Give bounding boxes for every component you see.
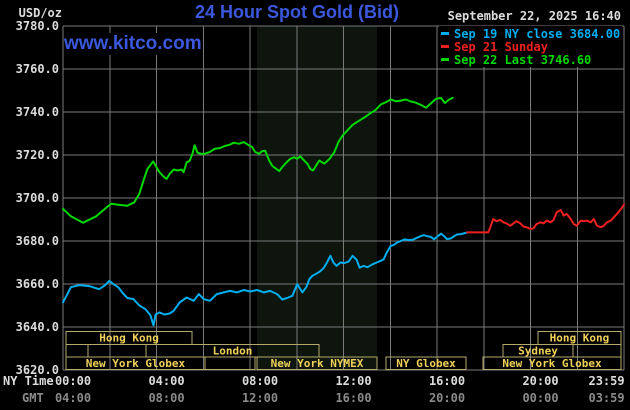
session-box [65, 344, 89, 358]
x-tick-label-ny: 12:00 [335, 374, 371, 388]
price-line-sep19 [62, 231, 469, 327]
x-tick-label-ny: 04:00 [148, 374, 184, 388]
x-tick-label-gmt: 08:00 [148, 391, 184, 405]
legend: Sep 19 NY close 3684.00 Sep 21 Sunday Se… [439, 26, 623, 67]
session-label: Hong Kong [99, 332, 159, 345]
session-label: New York Globex [502, 357, 602, 370]
x-tick-label-gmt: 03:59 [588, 391, 624, 405]
y-tick-label: 3780.0 [16, 19, 59, 33]
y-tick-label: 3760.0 [16, 62, 59, 76]
price-line-sep21 [466, 203, 625, 234]
x-tick-label-gmt: 04:00 [55, 391, 91, 405]
session-label: New York NYMEX [271, 357, 364, 370]
x-tick-label-ny: 23:59 [588, 374, 624, 388]
page-title: 24 Hour Spot Gold (Bid) [195, 2, 399, 22]
session-label: NY Globex [396, 357, 456, 370]
y-axis-unit-label: USD/oz [18, 6, 62, 20]
y-tick-label: 3720.0 [16, 148, 59, 162]
session-box [385, 356, 467, 370]
legend-dash-icon [441, 45, 449, 48]
x-axis-nytime-label: NY Time [3, 374, 54, 388]
y-tick-label: 3700.0 [16, 191, 59, 205]
legend-label: Sep 19 NY close 3684.00 [454, 26, 621, 41]
x-tick-label-gmt: 00:00 [522, 391, 558, 405]
y-tick-label: 3620.0 [16, 363, 59, 377]
y-tick-label: 3660.0 [16, 277, 59, 291]
legend-item-sep22: Sep 22 Last 3746.60 [441, 52, 620, 67]
x-tick-label-gmt: 16:00 [335, 391, 371, 405]
session-box [256, 356, 378, 370]
x-tick-label-gmt: 12:00 [242, 391, 278, 405]
legend-dash-icon [441, 58, 449, 61]
x-tick-label-ny: 08:00 [242, 374, 278, 388]
session-box [572, 344, 622, 358]
session-label: Hong Kong [550, 332, 610, 345]
kitco-link[interactable]: www.kitco.com [64, 33, 202, 55]
legend-label: Sep 21 Sunday [454, 39, 548, 54]
legend-item-sep19: Sep 19 NY close 3684.00 [441, 26, 621, 41]
session-label: New York Globex [86, 357, 186, 370]
y-tick-label: 3680.0 [16, 234, 59, 248]
session-box [482, 356, 622, 370]
price-line-sep22 [62, 96, 454, 224]
legend-dash-icon [441, 32, 449, 35]
x-tick-label-gmt: 20:00 [429, 391, 465, 405]
session-label: Sydney [518, 345, 558, 358]
x-tick-label-ny: 16:00 [429, 374, 465, 388]
x-tick-label-ny: 20:00 [522, 374, 558, 388]
session-box [204, 356, 256, 370]
legend-label: Sep 22 Last 3746.60 [454, 52, 592, 67]
x-axis-gmt-label: GMT [22, 391, 44, 405]
y-tick-label: 3640.0 [16, 320, 59, 334]
datetime-label: September 22, 2025 16:40 [447, 9, 621, 23]
y-tick-label: 3740.0 [16, 105, 59, 119]
session-box [87, 344, 147, 358]
session-label: London [213, 345, 253, 358]
legend-item-sep21: Sep 21 Sunday [441, 39, 620, 54]
x-tick-label-ny: 00:00 [55, 374, 91, 388]
